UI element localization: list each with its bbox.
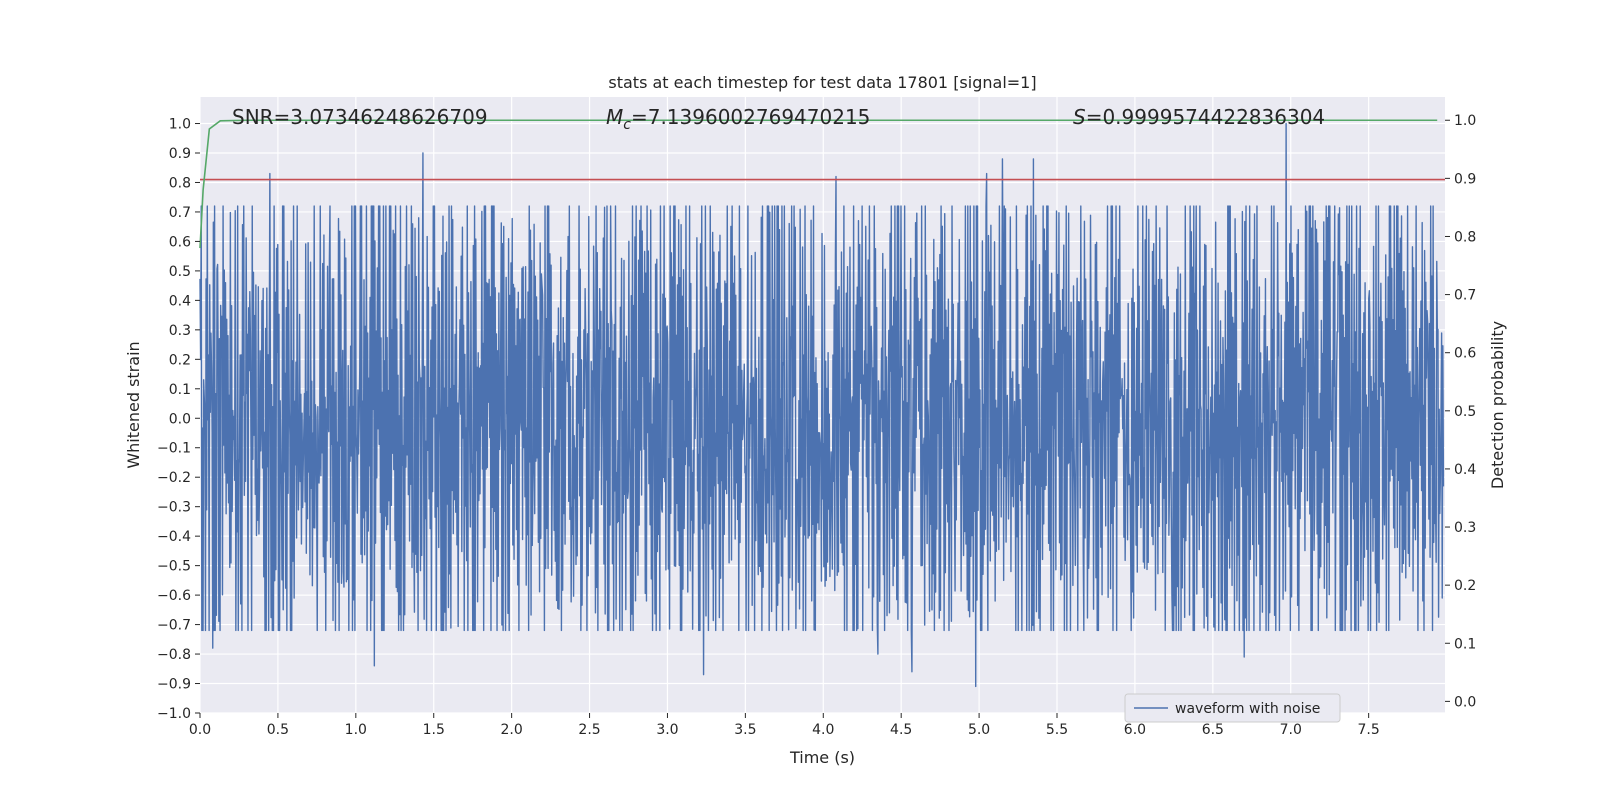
y-tick-label: −0.1 bbox=[157, 441, 191, 457]
y-right-tick-label: 0.5 bbox=[1454, 404, 1476, 420]
y-tick-label: −0.2 bbox=[157, 470, 191, 486]
waveform-with-noise-line bbox=[199, 122, 1445, 688]
y-tick-label: −0.4 bbox=[157, 529, 191, 545]
y-tick-label: −1.0 bbox=[157, 706, 191, 722]
y-tick-label: 0.3 bbox=[169, 323, 191, 339]
y-tick-label: 0.7 bbox=[169, 205, 191, 221]
y-right-tick-label: 0.9 bbox=[1454, 171, 1476, 187]
y-tick-label: 1.0 bbox=[169, 117, 191, 133]
chirp-mass-annotation: Mc=7.1396002769470215 bbox=[606, 105, 870, 133]
x-tick-label: 1.5 bbox=[423, 722, 445, 738]
y-right-tick-label: 0.4 bbox=[1454, 462, 1476, 478]
x-tick-label: 6.5 bbox=[1202, 722, 1224, 738]
x-tick-label: 5.5 bbox=[1046, 722, 1068, 738]
x-tick-label: 0.5 bbox=[267, 722, 289, 738]
y-tick-label: 0.2 bbox=[169, 352, 191, 368]
y-axis-right-label: Detection probability bbox=[1488, 321, 1507, 489]
y-tick-label: 0.8 bbox=[169, 175, 191, 191]
x-tick-label: 4.5 bbox=[890, 722, 912, 738]
mc-value: =7.1396002769470215 bbox=[631, 105, 870, 129]
y-tick-label: −0.8 bbox=[157, 647, 191, 663]
y-tick-label: 0.5 bbox=[169, 264, 191, 280]
series-layer bbox=[199, 119, 1445, 688]
x-tick-label: 0.0 bbox=[189, 722, 211, 738]
s-value: =0.9999574422836304 bbox=[1086, 105, 1325, 129]
x-tick-label: 5.0 bbox=[968, 722, 990, 738]
x-tick-label: 7.0 bbox=[1280, 722, 1302, 738]
y-tick-label: 0.4 bbox=[169, 293, 191, 309]
y-tick-label: 0.9 bbox=[169, 146, 191, 162]
legend: waveform with noise bbox=[1124, 693, 1341, 723]
s-symbol: S bbox=[1073, 105, 1086, 129]
y-tick-label: 0.6 bbox=[169, 234, 191, 250]
x-tick-label: 3.5 bbox=[734, 722, 756, 738]
y-tick-label: 0.1 bbox=[169, 382, 191, 398]
y-tick-label: −0.9 bbox=[157, 677, 191, 693]
x-tick-label: 1.0 bbox=[345, 722, 367, 738]
tick-layer: 0.0 0.5 1.0 1.5 2.0 2.5 3.0 3.5 4.0 4.5 5.0 5.5 6.0 6… bbox=[157, 113, 1476, 738]
mc-subscript: c bbox=[623, 117, 631, 133]
y-right-tick-label: 0.0 bbox=[1454, 694, 1476, 710]
chart-title: stats at each timestep for test data 178… bbox=[608, 73, 1036, 92]
x-tick-label: 4.0 bbox=[812, 722, 834, 738]
y-axis-label: Whitened strain bbox=[124, 341, 143, 468]
y-right-tick-label: 0.8 bbox=[1454, 229, 1476, 245]
y-right-tick-label: 0.6 bbox=[1454, 346, 1476, 362]
snr-annotation: SNR=3.07346248626709 bbox=[232, 105, 488, 129]
y-right-tick-label: 0.1 bbox=[1454, 636, 1476, 652]
y-tick-label: −0.7 bbox=[157, 618, 191, 634]
detection-score-annotation: S=0.9999574422836304 bbox=[1073, 105, 1325, 129]
y-right-tick-label: 0.3 bbox=[1454, 520, 1476, 536]
y-right-tick-label: 0.2 bbox=[1454, 578, 1476, 594]
legend-box bbox=[1124, 693, 1341, 723]
y-tick-label: −0.6 bbox=[157, 588, 191, 604]
y-tick-label: 0.0 bbox=[169, 411, 191, 427]
y-tick-label: −0.5 bbox=[157, 559, 191, 575]
x-tick-label: 7.5 bbox=[1358, 722, 1380, 738]
mc-symbol: M bbox=[606, 105, 623, 129]
y-tick-label: −0.3 bbox=[157, 500, 191, 516]
legend-label-waveform: waveform with noise bbox=[1175, 701, 1320, 717]
detection-probability-line bbox=[199, 119, 1438, 249]
y-right-tick-label: 1.0 bbox=[1454, 113, 1476, 129]
x-tick-label: 2.0 bbox=[501, 722, 523, 738]
x-axis-label: Time (s) bbox=[789, 748, 855, 767]
x-tick-label: 2.5 bbox=[578, 722, 600, 738]
x-tick-label: 6.0 bbox=[1124, 722, 1146, 738]
y-right-tick-label: 0.7 bbox=[1454, 288, 1476, 304]
x-tick-label: 3.0 bbox=[656, 722, 678, 738]
